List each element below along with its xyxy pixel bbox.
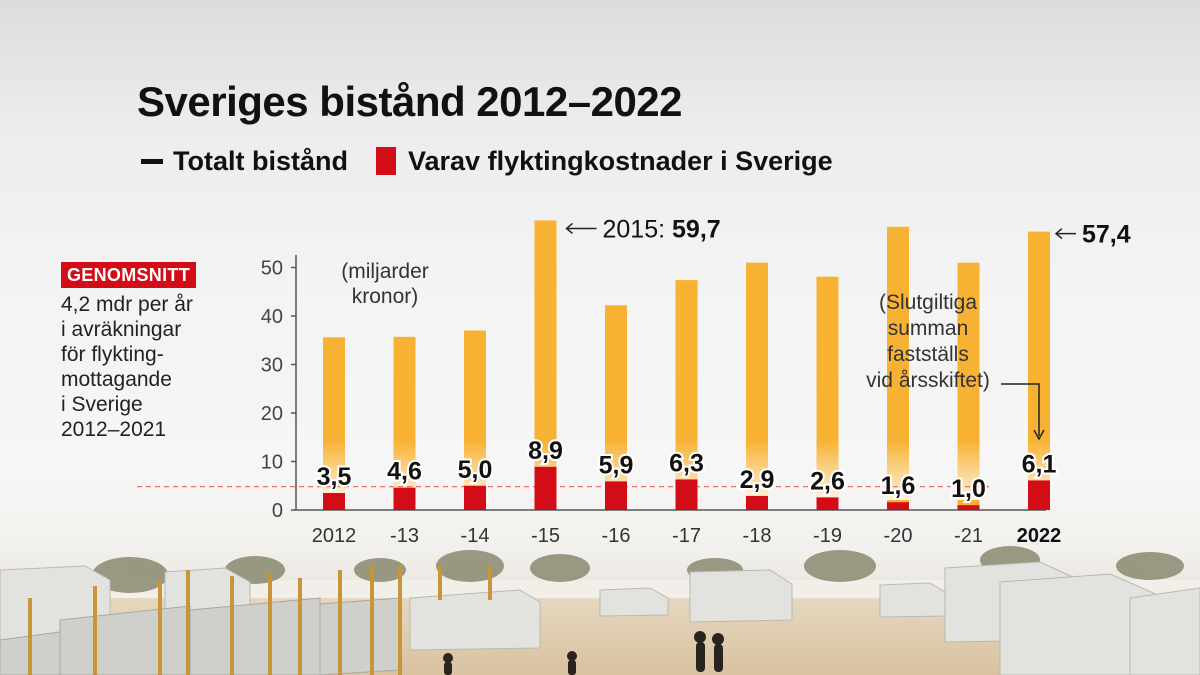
refugee-data-label: 1,0: [951, 475, 986, 503]
x-tick-label: -13: [390, 525, 419, 547]
refugee-data-label: 2,9: [740, 466, 775, 494]
x-tick-label: -15: [531, 525, 560, 547]
final-note-arrow: [1001, 383, 1040, 436]
x-tick-label: 2022: [1017, 525, 1062, 547]
refugee-bar: [323, 493, 345, 510]
total-bar-fade: [746, 440, 768, 500]
x-tick-label: -19: [813, 525, 842, 547]
total-bar-fade: [323, 440, 345, 500]
refugee-data-label: 2,6: [810, 467, 845, 495]
average-text-line: mottagande: [61, 368, 172, 391]
x-tick-label: -16: [602, 525, 631, 547]
y-tick-label: 0: [272, 500, 283, 522]
final-note: fastställs: [887, 343, 969, 366]
peak-annotation-prefix: 2015:: [603, 215, 673, 243]
total-bar-fade: [464, 440, 486, 500]
refugee-data-label: 3,5: [317, 463, 352, 491]
total-bar: [534, 220, 557, 510]
legend-total-swatch: [141, 158, 163, 164]
peak-annotation-value: 59,7: [672, 215, 721, 243]
legend-refugee-swatch: [376, 147, 396, 175]
total-bar: [887, 226, 909, 510]
legend: Totalt bistånd Varav flyktingkostnader i…: [141, 144, 833, 178]
y-tick-label: 20: [261, 403, 283, 425]
average-text: 4,2 mdr per år i avräkningar för flykting-…: [61, 292, 233, 442]
refugee-data-label: 8,9: [528, 437, 563, 465]
legend-refugee-label: Varav flyktingkostnader i Sverige: [408, 145, 833, 176]
chart-title: Sveriges bistånd 2012–2022: [137, 78, 683, 125]
unit-note: (miljarder: [341, 260, 429, 283]
refugee-data-label: 4,6: [387, 458, 422, 486]
y-tick-label: 10: [261, 452, 283, 474]
x-tick-label: -17: [672, 525, 701, 547]
average-text-line: i avräkningar: [61, 318, 182, 341]
last-value-annotation: 57,4: [1082, 221, 1131, 249]
refugee-bar: [887, 502, 909, 510]
refugee-bar: [816, 497, 839, 510]
y-tick-label: 40: [261, 306, 283, 328]
y-tick-label: 50: [261, 258, 283, 280]
refugee-bar: [534, 466, 557, 510]
y-tick-label: 30: [261, 355, 283, 377]
refugee-bar: [957, 505, 980, 510]
average-callout: GENOMSNITT 4,2 mdr per år i avräkningar fö…: [61, 262, 233, 442]
x-tick-label: -18: [743, 525, 772, 547]
refugee-data-label: 5,9: [599, 451, 634, 479]
refugee-bar: [464, 485, 486, 510]
x-tick-label: -20: [884, 525, 913, 547]
final-note: summan: [888, 317, 969, 340]
x-tick-label: -14: [461, 525, 490, 547]
final-note: vid årsskiftet): [866, 369, 990, 392]
total-bar-fade: [957, 440, 980, 500]
refugee-bar: [675, 479, 698, 510]
average-text-line: för flykting-: [61, 343, 164, 366]
final-note: (Slutgiltiga: [879, 291, 977, 314]
total-bar-fade: [887, 440, 909, 500]
refugee-data-label: 1,6: [881, 472, 916, 500]
peak-arrow: [565, 222, 597, 235]
refugee-bar: [605, 481, 627, 510]
refugee-data-label: 6,3: [669, 449, 704, 477]
average-text-line: 4,2 mdr per år: [61, 293, 193, 316]
unit-note: kronor): [352, 285, 419, 308]
refugee-data-label: 6,1: [1022, 450, 1057, 478]
refugee-bar: [746, 495, 768, 510]
last-value-arrow: [1054, 228, 1076, 240]
average-text-line: i Sverige: [61, 393, 143, 416]
peak-annotation: 2015: 59,7: [603, 215, 721, 243]
total-bar-fade: [816, 440, 839, 500]
refugee-bar: [1028, 480, 1050, 510]
total-bar-fade: [393, 440, 416, 500]
refugee-data-label: 5,0: [458, 456, 493, 484]
average-badge: GENOMSNITT: [61, 262, 196, 288]
average-line-arrow: [980, 482, 990, 492]
legend-total-label: Totalt bistånd: [173, 145, 348, 176]
refugee-bar: [393, 487, 416, 510]
average-text-line: 2012–2021: [61, 418, 167, 441]
x-tick-label: 2012: [312, 525, 357, 547]
final-note-arrowhead: [1033, 429, 1045, 441]
x-tick-label: -21: [954, 525, 983, 547]
